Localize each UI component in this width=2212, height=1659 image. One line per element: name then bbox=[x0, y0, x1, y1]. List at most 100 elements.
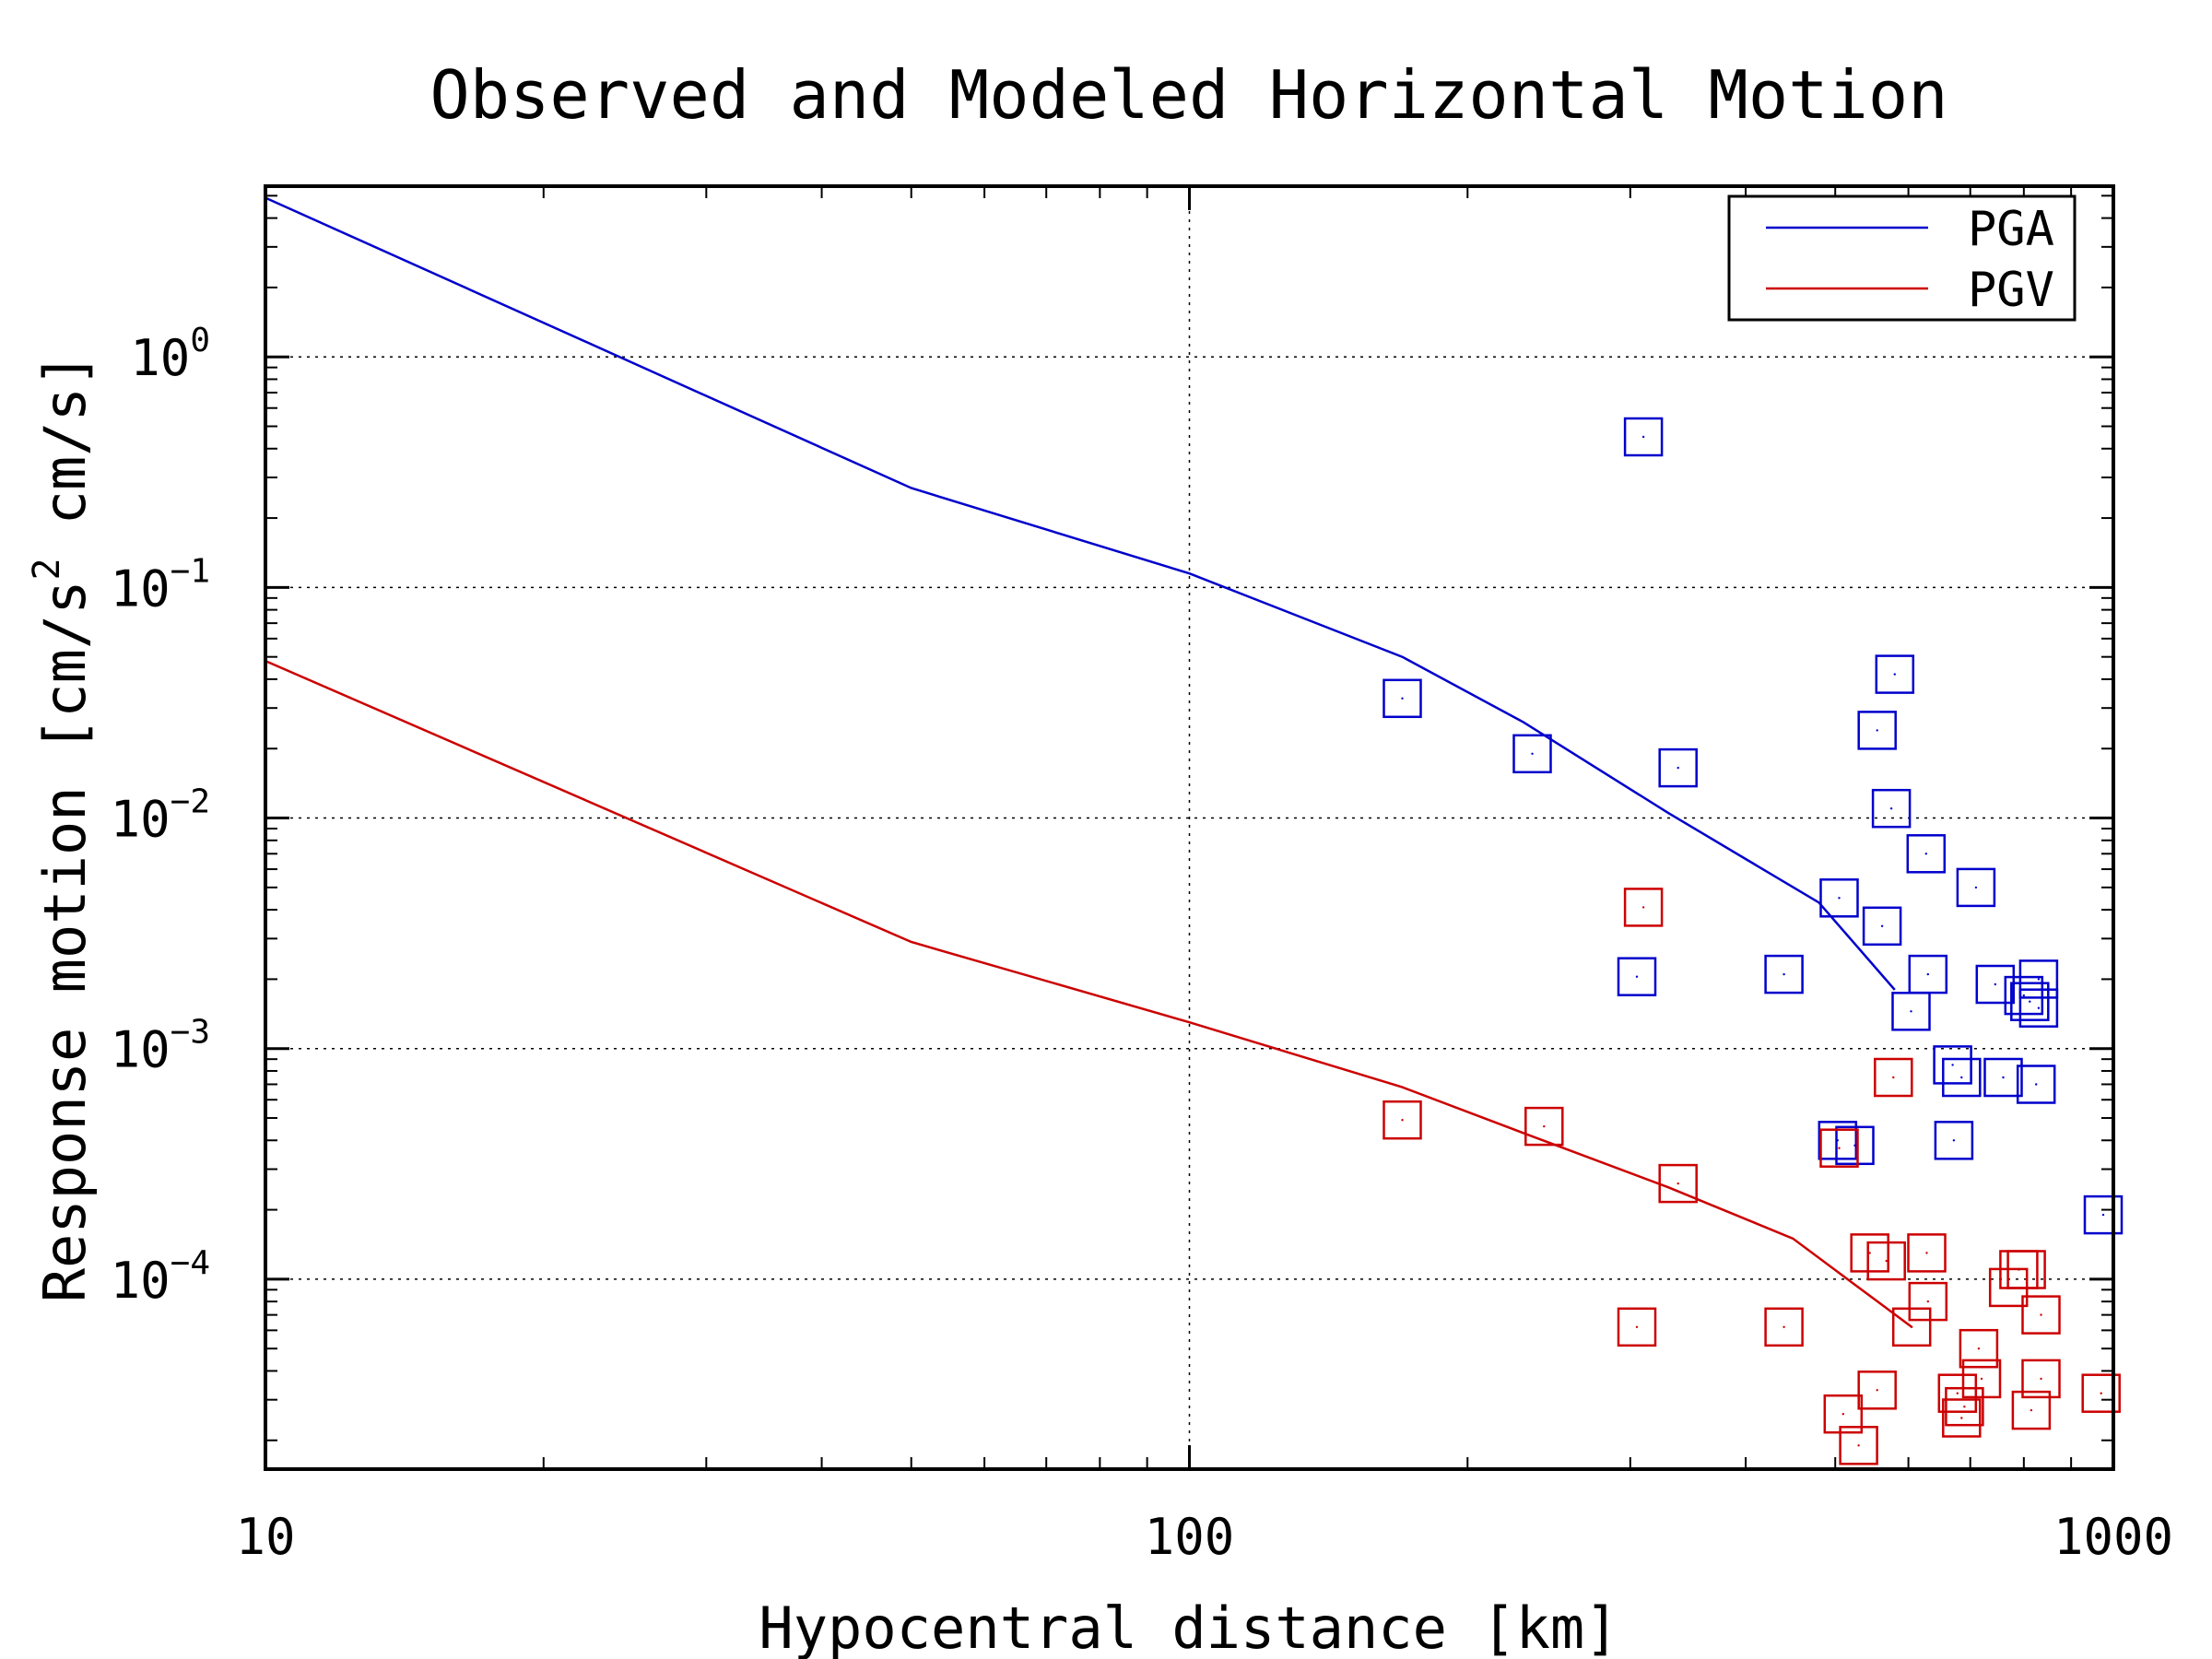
pgv-observed-point bbox=[1891, 1307, 1932, 1347]
pga-observed-point-center bbox=[2002, 1076, 2005, 1079]
pgv-observed-point bbox=[1764, 1307, 1804, 1347]
pga-observed-point-center bbox=[2022, 994, 2025, 997]
pgv-observed-point bbox=[1823, 1394, 1864, 1434]
pga-observed-point bbox=[1617, 957, 1657, 996]
pga-observed-point bbox=[1623, 417, 1664, 457]
pga-observed-point bbox=[1934, 1121, 1974, 1160]
pga-observed-point-center bbox=[1889, 807, 1893, 810]
pga-observed-point-center bbox=[1783, 972, 1785, 976]
pgv-observed-point-center bbox=[1980, 1377, 1983, 1381]
pga-observed-point bbox=[1835, 1125, 1875, 1166]
pga-observed-point bbox=[1857, 711, 1897, 750]
tick-marks bbox=[264, 186, 2115, 1469]
svg-text:Response motion [cm/s2cm/s]: Response motion [cm/s2 cm/s] bbox=[26, 353, 99, 1303]
pga-observed-point-center bbox=[1531, 752, 1534, 755]
y-axis-label-prefix: Response motion [cm/s bbox=[31, 580, 99, 1302]
pga-observed-point bbox=[2010, 982, 2050, 1021]
pgv-observed-point bbox=[1961, 1359, 2002, 1399]
pga-observed-point bbox=[1942, 1057, 1982, 1098]
pgv-observed-point-center bbox=[1892, 1076, 1895, 1079]
pga-observed-point bbox=[1983, 1057, 2023, 1098]
series-lines bbox=[265, 196, 1912, 1328]
grid bbox=[265, 186, 2113, 1469]
pgv-observed-point bbox=[1839, 1426, 1878, 1465]
pgv-observed-point bbox=[2011, 1390, 2052, 1430]
x-tick-label: 100 bbox=[1145, 1508, 1235, 1566]
pgv-observed-point-center bbox=[1960, 1417, 1963, 1419]
markers bbox=[1382, 417, 2124, 1465]
y-tick-label: 10−3 bbox=[111, 1014, 210, 1079]
pgv-observed-point-center bbox=[2040, 1377, 2042, 1381]
y-axis-label-suffix: cm/s] bbox=[31, 353, 99, 525]
pgv-observed-point-center bbox=[1963, 1406, 1966, 1408]
y-tick-label: 100 bbox=[130, 322, 210, 387]
pgv-observed-point-center bbox=[1783, 1325, 1785, 1329]
pga-observed-point bbox=[1862, 906, 1902, 947]
pga-observed-point bbox=[1956, 867, 1996, 908]
pga-observed-point bbox=[1512, 734, 1552, 774]
pga-observed-point bbox=[2083, 1194, 2124, 1235]
pgv-observed-point-center bbox=[1876, 1389, 1878, 1392]
pgv-observed-point bbox=[1908, 1281, 1948, 1322]
y-tick-labels: 100 10−1 10−2 10−3 10−4 bbox=[111, 322, 210, 1310]
pga-observed-point-center bbox=[1876, 729, 1878, 732]
pga-observed-point bbox=[1875, 654, 1915, 694]
pga-observed-point-center bbox=[1401, 697, 1404, 700]
pgv-observed-point-center bbox=[1841, 1413, 1845, 1416]
pgv-observed-point bbox=[1382, 1100, 1422, 1140]
pgv-observed-point-center bbox=[1911, 1325, 1913, 1329]
pgv-observed-point bbox=[1959, 1328, 1999, 1369]
pgv-observed-point-center bbox=[2030, 1408, 2033, 1412]
pga-observed-point bbox=[2016, 1065, 2056, 1104]
pgv-observed-point bbox=[2081, 1373, 2121, 1413]
pgv-model-line bbox=[265, 659, 1912, 1328]
pgv-observed-point-center bbox=[1885, 1259, 1888, 1263]
pgv-observed-point bbox=[1942, 1398, 1982, 1438]
x-tick-labels: 10 100 1000 bbox=[235, 1508, 2173, 1566]
pgv-observed-point-center bbox=[1677, 1182, 1679, 1185]
pgv-observed-point bbox=[1524, 1106, 1564, 1147]
pga-observed-point bbox=[1975, 964, 2016, 1005]
pgv-observed-point bbox=[2021, 1295, 2061, 1335]
pgv-observed-point-center bbox=[2100, 1392, 2102, 1394]
pga-observed-point-center bbox=[1910, 1010, 1912, 1013]
pga-observed-point bbox=[1871, 788, 1912, 829]
pga-observed-point bbox=[1906, 834, 1947, 874]
pgv-observed-point-center bbox=[1857, 1444, 1860, 1447]
pga-observed-point bbox=[1658, 747, 1698, 788]
pgv-observed-point-center bbox=[1838, 1147, 1841, 1149]
pga-observed-point-center bbox=[1635, 975, 1639, 978]
x-tick-label: 1000 bbox=[2053, 1508, 2173, 1566]
pgv-observed-point bbox=[1937, 1373, 1978, 1413]
pga-observed-point-center bbox=[1994, 982, 1996, 986]
pgv-observed-point bbox=[1658, 1163, 1698, 1204]
pga-observed-point bbox=[2018, 988, 2059, 1028]
pgv-observed-point bbox=[1945, 1386, 1984, 1427]
y-tick-label: 10−2 bbox=[111, 783, 210, 849]
pgv-observed-point bbox=[1850, 1233, 1889, 1273]
pga-observed-point-center bbox=[1641, 435, 1645, 439]
pga-observed-point bbox=[2004, 975, 2044, 1016]
pga-observed-point-center bbox=[2029, 1000, 2031, 1003]
pgv-observed-point-center bbox=[1635, 1325, 1639, 1329]
pga-observed-point bbox=[1819, 878, 1859, 918]
pgv-observed-point-center bbox=[1868, 1252, 1871, 1254]
pgv-observed-point bbox=[1866, 1241, 1906, 1281]
pga-observed-point-center bbox=[2037, 978, 2041, 981]
pga-observed-point-center bbox=[1974, 886, 1978, 889]
pga-observed-point-center bbox=[1838, 897, 1841, 900]
pga-observed-point bbox=[1933, 1045, 1972, 1085]
pgv-observed-point bbox=[1857, 1371, 1897, 1410]
pga-observed-point-center bbox=[2101, 1213, 2105, 1217]
y-tick-label: 10−4 bbox=[111, 1244, 210, 1310]
pgv-observed-point bbox=[1907, 1233, 1947, 1273]
pgv-observed-point-center bbox=[2007, 1286, 2010, 1289]
pga-observed-point bbox=[1891, 992, 1931, 1031]
pgv-observed-point-center bbox=[1641, 906, 1645, 909]
pga-observed-point-center bbox=[1924, 853, 1927, 855]
pga-observed-point-center bbox=[1960, 1076, 1963, 1079]
pga-observed-point-center bbox=[2037, 1006, 2041, 1009]
pgv-observed-point-center bbox=[1956, 1392, 1959, 1394]
pga-observed-point-center bbox=[1677, 766, 1679, 770]
